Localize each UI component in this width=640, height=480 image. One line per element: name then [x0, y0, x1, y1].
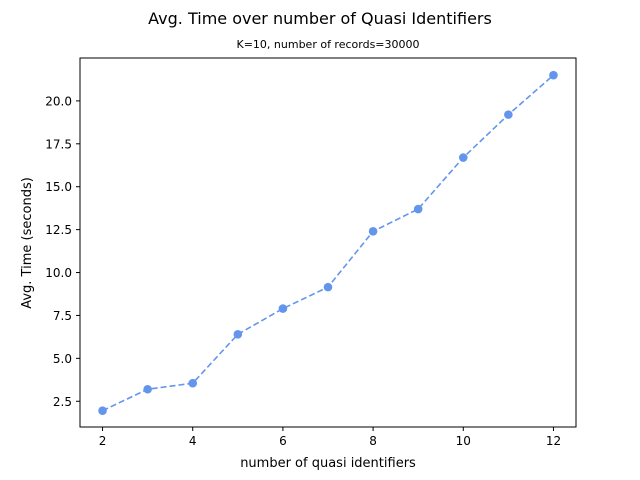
data-point: [458, 153, 468, 162]
data-point: [413, 204, 423, 214]
y-tick-label: 2.5: [53, 395, 72, 409]
x-tick-label: 4: [189, 434, 197, 448]
y-axis-label: Avg. Time (seconds): [20, 177, 35, 309]
data-point: [98, 406, 107, 415]
data-point: [278, 304, 288, 313]
data-point: [323, 282, 333, 292]
x-tick-label: 6: [279, 434, 287, 448]
y-tick-label: 10.0: [45, 266, 72, 280]
x-tick-label: 10: [456, 434, 471, 448]
y-tick-label: 7.5: [53, 309, 72, 323]
y-tick-label: 20.0: [45, 94, 72, 108]
x-tick-label: 8: [369, 434, 377, 448]
data-point: [143, 384, 152, 394]
y-tick-label: 12.5: [45, 223, 72, 237]
data-point: [549, 70, 558, 80]
axes-frame: [79, 57, 577, 428]
y-tick-label: 5.0: [53, 352, 72, 366]
y-tick-label: 17.5: [45, 137, 72, 151]
x-tick-label: 12: [546, 434, 561, 448]
x-axis-label: number of quasi identifiers: [240, 456, 416, 471]
plot-area: 2 4 6 8 10 12 2.5 5.0 7.5 10.0 12.5 15.0 17.5 20.0: [45, 57, 577, 448]
x-tick-label: 2: [99, 434, 107, 448]
chart-title: Avg. Time over number of Quasi Identifie…: [148, 9, 492, 28]
chart-subtitle: K=10, number of records=30000: [236, 38, 419, 51]
y-tick-label: 15.0: [45, 180, 72, 194]
data-point: [233, 330, 243, 339]
data-point: [188, 378, 198, 388]
data-point: [368, 227, 378, 236]
data-point: [504, 110, 513, 119]
